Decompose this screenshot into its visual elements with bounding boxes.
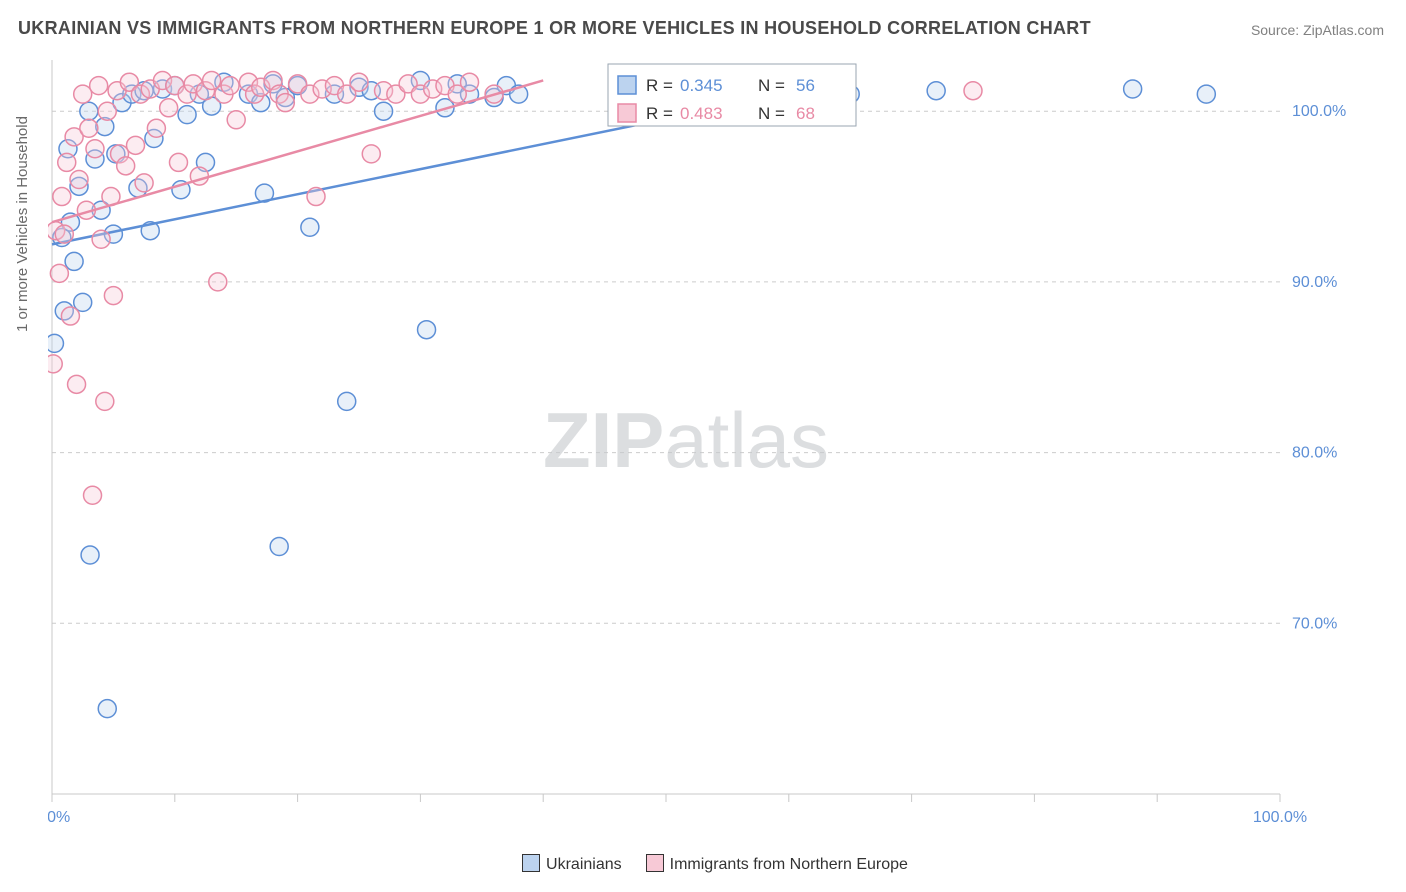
legend-swatch	[618, 76, 636, 94]
data-point	[53, 188, 71, 206]
data-point	[209, 273, 227, 291]
data-point	[1124, 80, 1142, 98]
data-point	[418, 321, 436, 339]
data-point	[61, 307, 79, 325]
data-point	[362, 145, 380, 163]
legend-swatch	[618, 104, 636, 122]
data-point	[964, 82, 982, 100]
x-tick-label: 100.0%	[1253, 809, 1307, 826]
legend-r-label: R =	[646, 104, 673, 123]
data-point	[68, 375, 86, 393]
y-tick-label: 70.0%	[1292, 615, 1337, 632]
legend-n-value: 56	[796, 76, 815, 95]
data-point	[58, 153, 76, 171]
data-point	[96, 392, 114, 410]
data-point	[80, 102, 98, 120]
legend-r-value: 0.345	[680, 76, 723, 95]
data-point	[301, 218, 319, 236]
watermark: ZIPatlas	[543, 396, 829, 484]
legend-swatch	[646, 854, 664, 872]
data-point	[86, 140, 104, 158]
data-point	[135, 174, 153, 192]
chart-title: UKRAINIAN VS IMMIGRANTS FROM NORTHERN EU…	[18, 18, 1091, 39]
data-point	[178, 106, 196, 124]
data-point	[276, 94, 294, 112]
data-point	[98, 700, 116, 718]
data-point	[117, 157, 135, 175]
data-point	[50, 264, 68, 282]
data-point	[81, 546, 99, 564]
data-point	[48, 355, 62, 373]
data-point	[221, 77, 239, 95]
y-axis-label: 1 or more Vehicles in Household	[14, 116, 31, 332]
data-point	[169, 153, 187, 171]
data-point	[927, 82, 945, 100]
data-point	[350, 73, 368, 91]
legend-series-label: Immigrants from Northern Europe	[670, 856, 908, 873]
data-point	[104, 287, 122, 305]
y-tick-label: 100.0%	[1292, 103, 1346, 120]
data-point	[55, 225, 73, 243]
data-point	[160, 99, 178, 117]
y-tick-label: 90.0%	[1292, 274, 1337, 291]
data-point	[338, 392, 356, 410]
data-point	[98, 102, 116, 120]
x-tick-label: 0.0%	[48, 809, 70, 826]
legend-swatch	[522, 854, 540, 872]
data-point	[127, 136, 145, 154]
legend-r-label: R =	[646, 76, 673, 95]
data-point	[84, 486, 102, 504]
data-point	[70, 170, 88, 188]
data-point	[80, 119, 98, 137]
data-point	[147, 119, 165, 137]
data-point	[227, 111, 245, 129]
data-point	[90, 77, 108, 95]
data-point	[1197, 85, 1215, 103]
legend-n-label: N =	[758, 104, 785, 123]
source-label: Source: ZipAtlas.com	[1251, 22, 1384, 38]
legend-r-value: 0.483	[680, 104, 723, 123]
data-point	[48, 334, 63, 352]
data-point	[65, 252, 83, 270]
data-point	[74, 85, 92, 103]
scatter-plot: 70.0% 80.0% 90.0% 100.0% 0.0% 100.0% ZIPatlas R…	[48, 56, 1358, 828]
legend-bottom: Ukrainians Immigrants from Northern Europ…	[0, 854, 1406, 874]
data-point	[375, 102, 393, 120]
data-point	[307, 188, 325, 206]
data-point	[461, 73, 479, 91]
legend-n-value: 68	[796, 104, 815, 123]
y-tick-label: 80.0%	[1292, 445, 1337, 462]
legend-series-label: Ukrainians	[546, 856, 622, 873]
data-point	[270, 537, 288, 555]
data-point	[92, 230, 110, 248]
legend-n-label: N =	[758, 76, 785, 95]
